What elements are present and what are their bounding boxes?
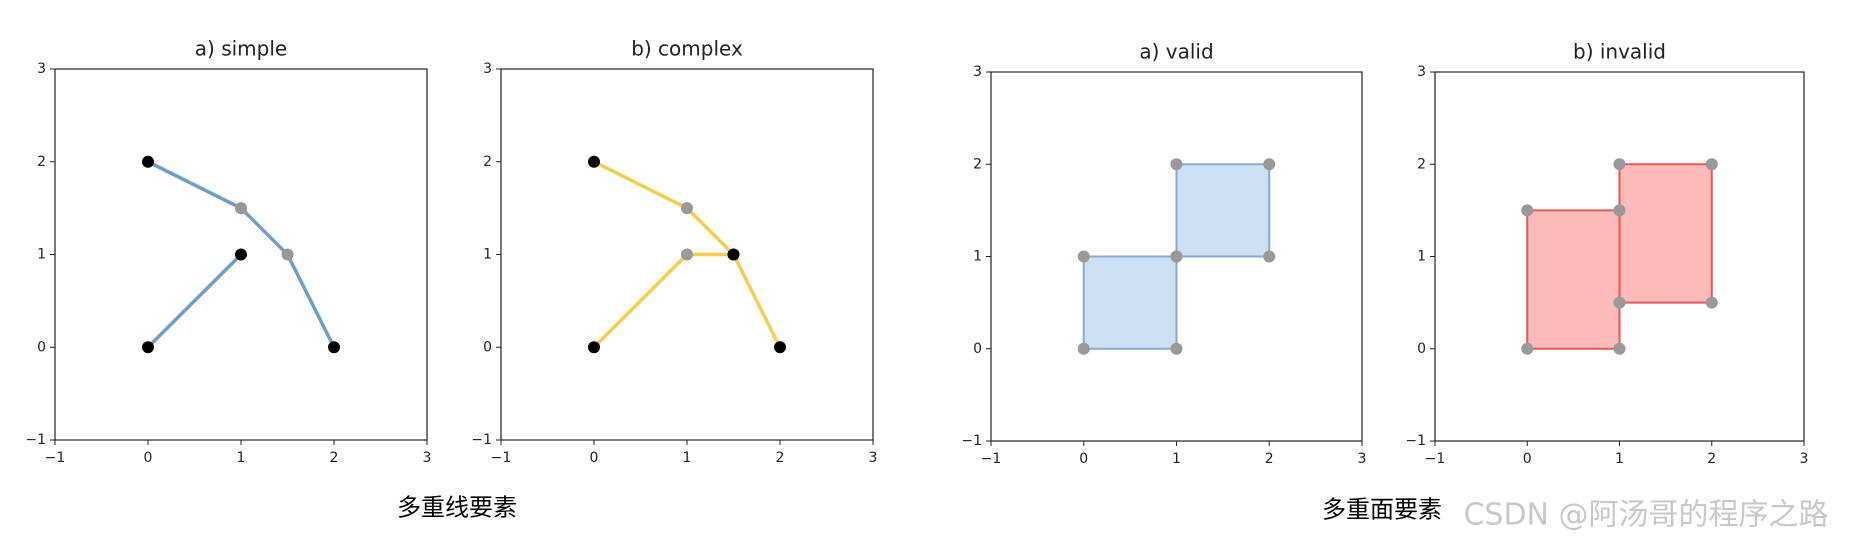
axes-frame (54, 68, 428, 441)
y-tick-label: 3 (973, 64, 982, 80)
chart-title: b) complex (631, 37, 743, 61)
x-tick-label: −1 (1425, 451, 1446, 467)
vertex (588, 155, 600, 168)
x-tick-label: 1 (1172, 451, 1181, 467)
y-tick-label: 2 (1417, 156, 1426, 172)
x-tick-label: 2 (776, 450, 785, 466)
vertex (328, 341, 340, 354)
x-tick-label: 2 (1707, 451, 1716, 467)
x-tick-label: −1 (491, 450, 512, 466)
y-tick-label: 2 (37, 154, 46, 170)
vertex (235, 248, 247, 261)
line (593, 160, 782, 349)
x-tick-label: 0 (1523, 451, 1532, 467)
vertex (1170, 158, 1183, 171)
caption: 多重线要素 (397, 495, 517, 522)
vertex (1521, 342, 1534, 355)
vertex (1613, 342, 1626, 355)
axes-frame (990, 71, 1363, 442)
polygon (1175, 163, 1271, 258)
x-tick-label: 1 (237, 450, 246, 466)
vertex (774, 341, 786, 354)
y-tick-label: 0 (37, 339, 46, 355)
caption: 多重面要素 (1322, 497, 1442, 524)
x-tick-label: 0 (144, 450, 153, 466)
x-tick-label: −1 (981, 451, 1002, 467)
vertex (1263, 250, 1276, 263)
y-tick-label: 1 (973, 249, 982, 265)
y-tick-label: 2 (973, 156, 982, 172)
x-tick-label: 0 (1079, 451, 1088, 467)
y-tick-label: 3 (1417, 64, 1426, 80)
vertex (681, 202, 693, 215)
y-tick-label: −1 (25, 432, 46, 448)
polygon (1082, 255, 1178, 350)
vertex (1170, 250, 1183, 263)
x-tick-label: 2 (330, 450, 339, 466)
vertex (1263, 158, 1276, 171)
x-tick-label: 2 (1265, 451, 1274, 467)
vertex (1613, 158, 1626, 171)
y-tick-label: 1 (483, 247, 492, 263)
y-tick-label: 2 (483, 154, 492, 170)
polygon (1618, 163, 1713, 304)
vertex (588, 341, 600, 354)
vertex (1705, 158, 1718, 171)
line (146, 253, 243, 349)
y-tick-label: −1 (1405, 433, 1426, 449)
vertex (1077, 342, 1090, 355)
vertex (1705, 296, 1718, 309)
chart-title: b) invalid (1573, 40, 1666, 64)
watermark: CSDN @阿汤哥的程序之路 (1463, 498, 1828, 533)
x-tick-label: −1 (45, 450, 66, 466)
y-tick-label: 1 (37, 247, 46, 263)
vertex (1077, 250, 1090, 263)
line (147, 160, 336, 349)
y-tick-label: −1 (961, 433, 982, 449)
vertex (1521, 204, 1534, 217)
chart-title: a) valid (1139, 40, 1213, 64)
x-tick-label: 1 (683, 450, 692, 466)
axes-frame (1434, 71, 1805, 442)
vertex (1613, 204, 1626, 217)
vertex (1613, 296, 1626, 309)
x-tick-label: 3 (423, 450, 432, 466)
y-tick-label: 0 (483, 339, 492, 355)
y-tick-label: 3 (483, 61, 492, 77)
vertex (235, 202, 247, 215)
x-tick-label: 3 (1358, 451, 1367, 467)
x-tick-label: 1 (1615, 451, 1624, 467)
vertex (1170, 342, 1183, 355)
y-tick-label: 0 (1417, 341, 1426, 357)
y-tick-label: 0 (973, 341, 982, 357)
polygon (1526, 209, 1621, 350)
y-tick-label: −1 (471, 432, 492, 448)
vertex (142, 155, 154, 168)
y-tick-label: 3 (37, 61, 46, 77)
x-tick-label: 3 (869, 450, 878, 466)
vertex (281, 248, 294, 261)
x-tick-label: 0 (590, 450, 599, 466)
axes-frame (500, 68, 874, 441)
vertex (727, 248, 740, 261)
x-tick-label: 3 (1800, 451, 1809, 467)
y-tick-label: 1 (1417, 249, 1426, 265)
vertex (142, 341, 154, 354)
line (592, 252, 734, 349)
chart-title: a) simple (195, 37, 287, 61)
vertex (681, 248, 693, 261)
